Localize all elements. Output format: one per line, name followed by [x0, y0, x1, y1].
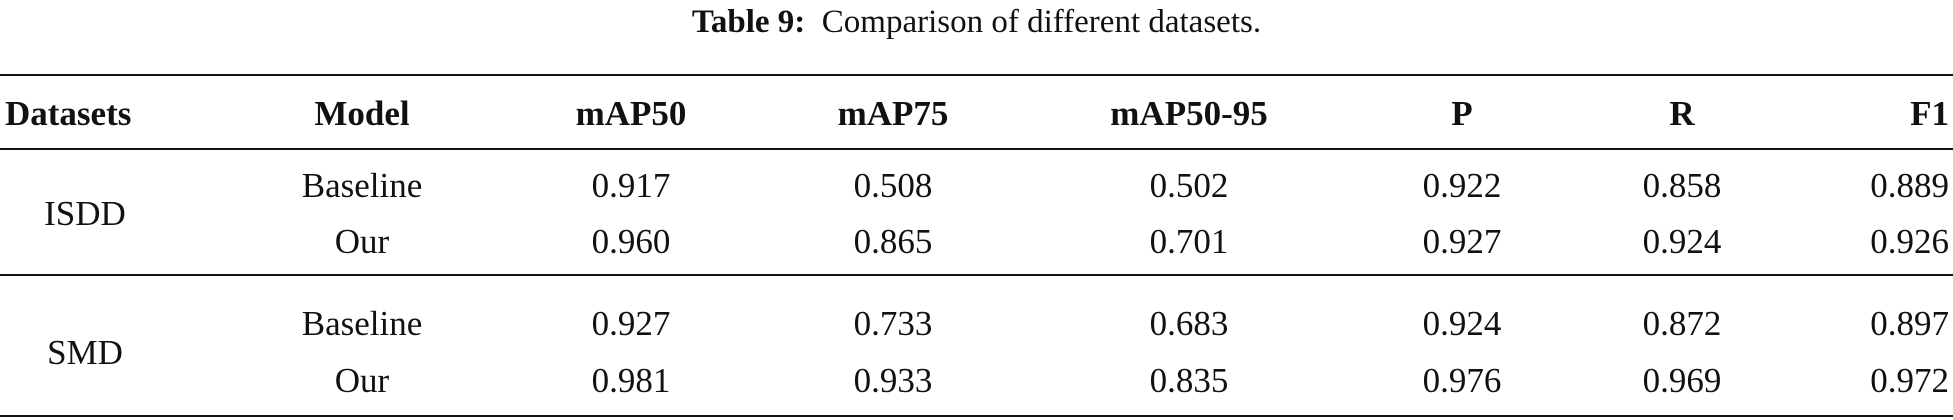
- value-cell: 0.933: [853, 361, 933, 400]
- dataset-cell: ISDD: [44, 194, 126, 233]
- header-rule: [0, 148, 1953, 150]
- value-cell: 0.976: [1422, 361, 1502, 400]
- value-cell: 0.926: [1870, 222, 1949, 261]
- value-cell: 0.858: [1642, 166, 1722, 205]
- model-cell: Our: [334, 361, 390, 400]
- top-rule: [0, 74, 1953, 76]
- header-cell: mAP75: [837, 94, 949, 133]
- value-cell: 0.981: [591, 361, 671, 400]
- value-cell: 0.683: [1149, 304, 1229, 343]
- value-cell: 0.922: [1422, 166, 1502, 205]
- dataset-cell: SMD: [47, 332, 123, 372]
- table-caption: Table 9: Comparison of different dataset…: [0, 2, 1953, 42]
- value-cell: 0.897: [1870, 304, 1949, 343]
- bottom-rule: [0, 415, 1953, 417]
- value-cell: 0.972: [1870, 361, 1949, 400]
- model-cell: Baseline: [301, 304, 423, 343]
- value-cell: 0.502: [1149, 166, 1229, 205]
- value-cell: 0.927: [591, 304, 671, 343]
- value-cell: 0.733: [853, 304, 933, 343]
- header-cell: P: [1451, 94, 1473, 133]
- value-cell: 0.865: [853, 222, 933, 261]
- value-cell: 0.960: [591, 222, 671, 261]
- value-cell: 0.701: [1149, 222, 1229, 261]
- header-cell: R: [1669, 94, 1695, 133]
- value-cell: 0.835: [1149, 361, 1229, 400]
- value-cell: 0.872: [1642, 304, 1722, 343]
- value-cell: 0.508: [853, 166, 933, 205]
- header-cell: mAP50: [575, 94, 687, 133]
- caption-text: Comparison of different datasets.: [821, 4, 1262, 40]
- value-cell: 0.927: [1422, 222, 1502, 261]
- value-cell: 0.924: [1422, 304, 1502, 343]
- model-cell: Our: [334, 222, 390, 261]
- model-cell: Baseline: [301, 166, 423, 205]
- value-cell: 0.969: [1642, 361, 1722, 400]
- caption-label: Table 9:: [691, 4, 806, 40]
- header-cell: Model: [314, 94, 410, 133]
- value-cell: 0.924: [1642, 222, 1722, 261]
- value-cell: 0.889: [1870, 166, 1949, 205]
- group-rule: [0, 274, 1953, 276]
- header-cell: mAP50-95: [1110, 94, 1268, 133]
- header-cell: F1: [1910, 94, 1949, 133]
- header-cell: Datasets: [5, 94, 132, 133]
- value-cell: 0.917: [591, 166, 671, 205]
